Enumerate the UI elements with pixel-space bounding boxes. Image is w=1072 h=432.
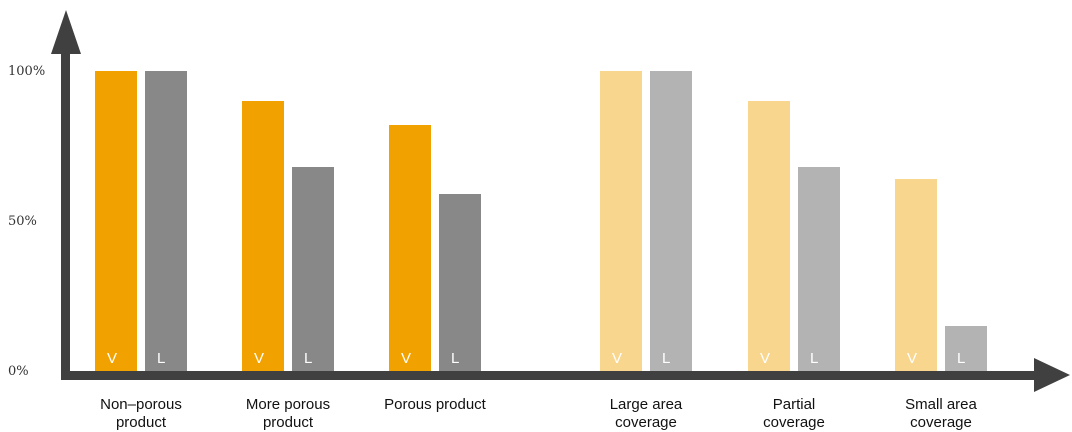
bar-series-label: L [957, 350, 965, 367]
bar [748, 101, 790, 371]
y-tick-label: 0% [8, 364, 29, 379]
bar-series-label: L [662, 350, 670, 367]
bar [798, 167, 840, 371]
x-axis-arrow-icon [1034, 358, 1070, 392]
bar-series-label: L [157, 350, 165, 367]
category-label: coverage [910, 414, 972, 431]
bar-series-label: V [760, 350, 770, 367]
bar [650, 71, 692, 371]
y-tick-labels: 0% 50% 100% [8, 64, 45, 379]
category-label: Large area [610, 396, 683, 413]
bar-series-label: V [907, 350, 917, 367]
category-label: More porous [246, 396, 330, 413]
bar-series-label: L [810, 350, 818, 367]
bar [945, 326, 987, 371]
bar [439, 194, 481, 371]
category-label: Small area [905, 396, 977, 413]
bar [292, 167, 334, 371]
bar [145, 71, 187, 371]
bar [895, 179, 937, 371]
bar [242, 101, 284, 371]
bar-series-label: V [254, 350, 264, 367]
axes [51, 10, 1070, 392]
category-label: product [116, 414, 167, 431]
bar-series-label: V [107, 350, 117, 367]
y-tick-label: 50% [8, 214, 37, 229]
x-axis-line [61, 371, 1041, 380]
y-tick-label: 100% [8, 64, 45, 79]
category-label: Non–porous [100, 396, 182, 413]
bar [389, 125, 431, 371]
category-label: Porous product [384, 396, 487, 413]
bar [600, 71, 642, 371]
bar-series-label: V [612, 350, 622, 367]
bar-series-label: V [401, 350, 411, 367]
y-axis-arrow-icon [51, 10, 81, 54]
bar-series-label: L [451, 350, 459, 367]
y-axis-line [61, 48, 70, 380]
category-label: coverage [763, 414, 825, 431]
category-label: product [263, 414, 314, 431]
bar [95, 71, 137, 371]
bar-series-label: L [304, 350, 312, 367]
category-label: coverage [615, 414, 677, 431]
category-label: Partial [773, 396, 816, 413]
